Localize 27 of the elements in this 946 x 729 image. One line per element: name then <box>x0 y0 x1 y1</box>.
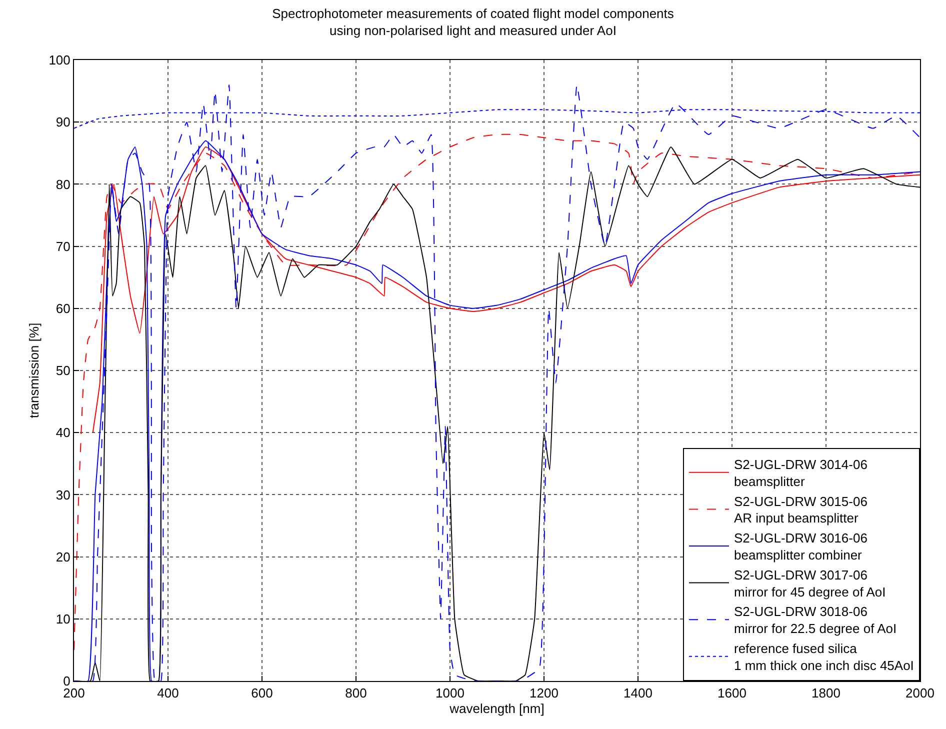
y-axis-title: transmission [%] <box>26 322 42 418</box>
x-tick-label: 600 <box>251 686 273 701</box>
y-tick-label: 20 <box>56 549 70 564</box>
x-tick-label: 400 <box>157 686 179 701</box>
chart-title: Spectrophotometer measurements of coated flight model components using non-polarised light and measured under AoI <box>272 6 674 38</box>
legend-label: S2-UGL-DRW 3014-06 beamsplitter <box>734 457 868 489</box>
legend-label: S2-UGL-DRW 3016-06 beamsplitter combiner <box>734 530 868 563</box>
x-tick-label: 800 <box>345 686 367 701</box>
y-tick-label: 100 <box>48 52 70 68</box>
x-tick-label: 1200 <box>530 686 558 701</box>
y-tick-label: 80 <box>56 176 70 192</box>
y-tick-label: 60 <box>56 300 70 316</box>
x-tick-label: 1800 <box>812 686 840 701</box>
x-tick-label: 2000 <box>906 686 934 701</box>
x-tick-label: 1000 <box>436 686 464 701</box>
x-tick-label: 1600 <box>718 686 746 701</box>
y-tick-label: 90 <box>56 114 70 130</box>
y-tick-label: 70 <box>56 238 70 254</box>
legend-label: S2-UGL-DRW 3017-06 mirror for 45 degree of AoI <box>734 567 886 600</box>
legend-label: S2-UGL-DRW 3015-06 AR input beamsplitter <box>734 494 868 526</box>
y-tick-label: 30 <box>56 487 70 502</box>
y-tick-label: 40 <box>56 425 70 440</box>
y-tick-label: 50 <box>56 363 70 378</box>
y-tick-label: 10 <box>56 611 70 626</box>
x-tick-label: 1400 <box>624 686 652 701</box>
x-axis-title: wavelength [nm] <box>448 701 544 716</box>
legend-label: reference fused silica 1 mm thick one inch disc 45AoI <box>734 641 914 673</box>
